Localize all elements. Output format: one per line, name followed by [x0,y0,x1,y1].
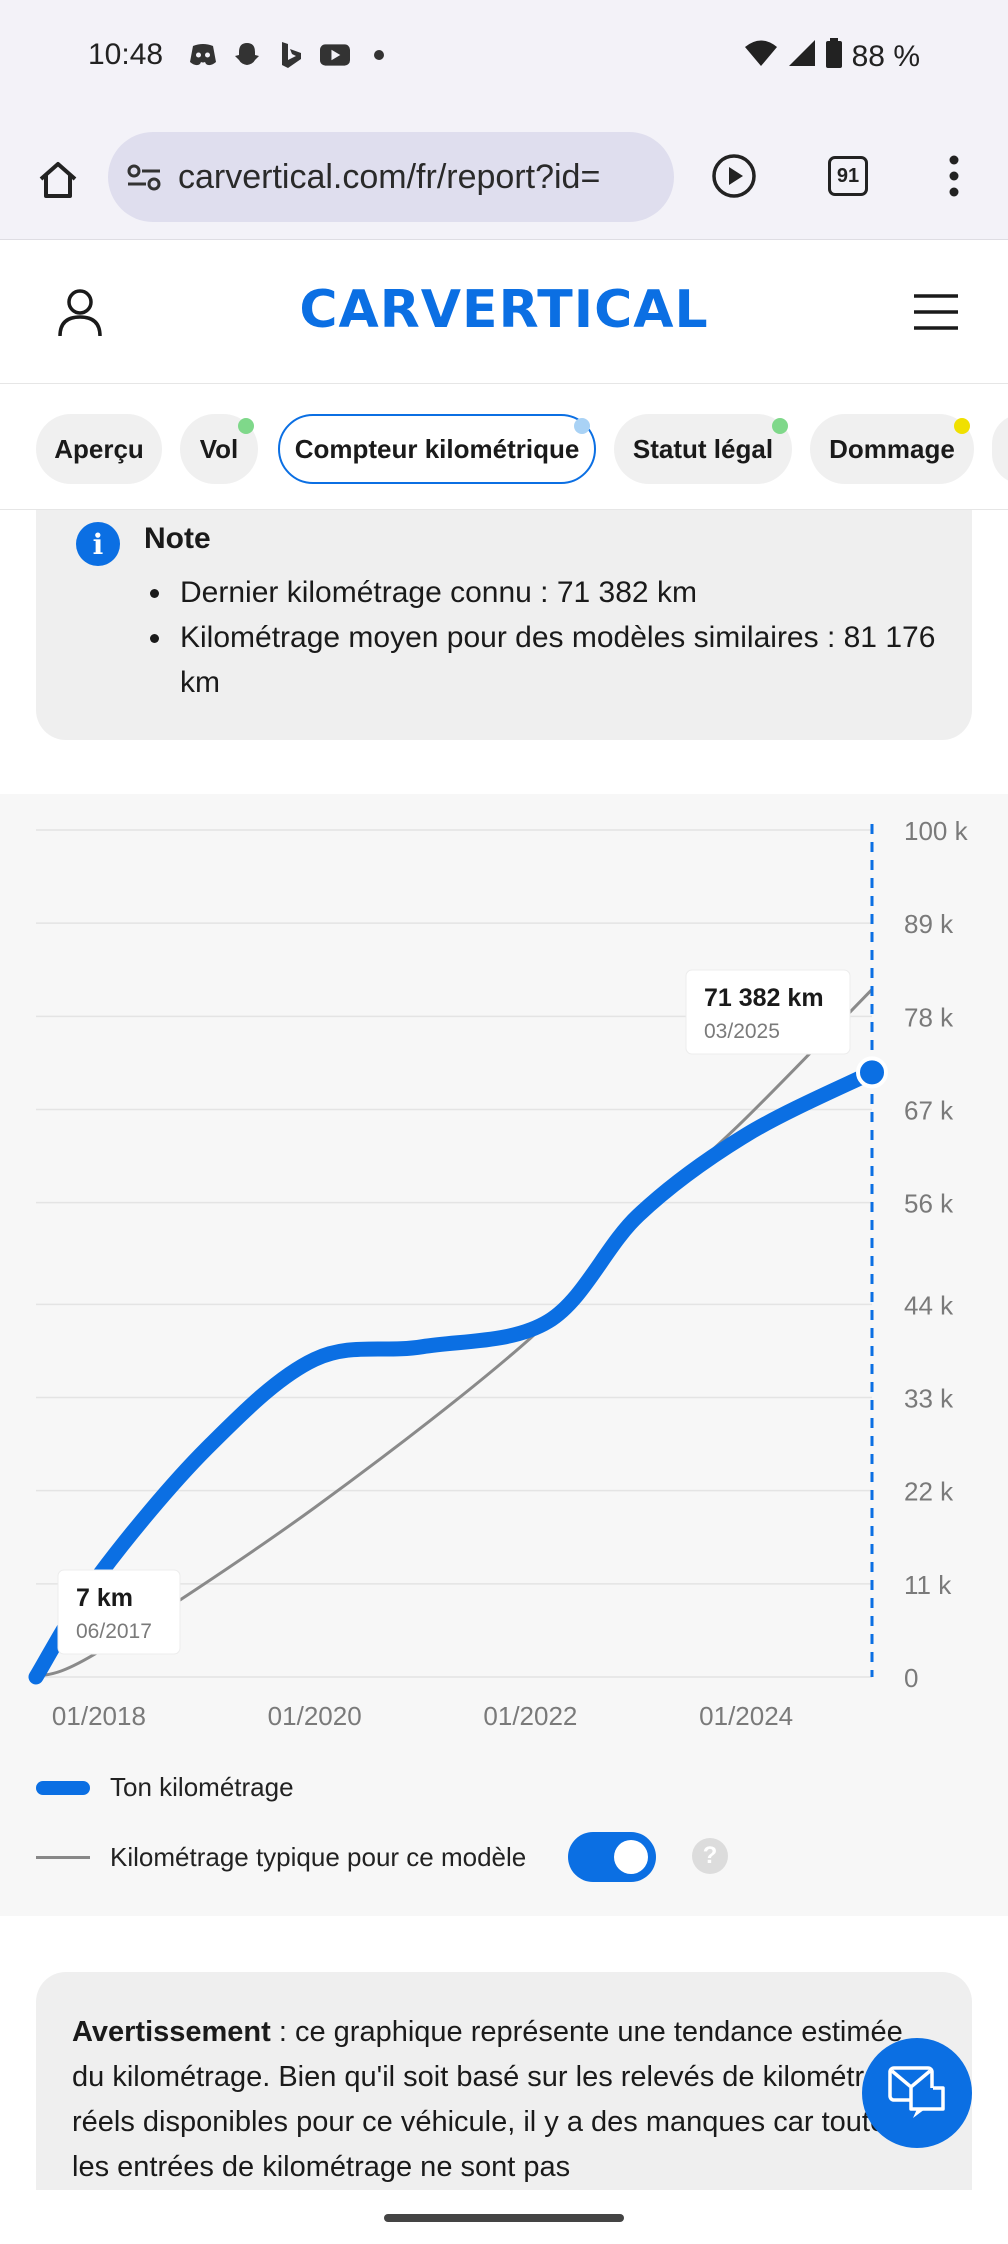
y-tick-label: 78 k [904,1002,954,1032]
y-tick-label: 22 k [904,1477,954,1507]
status-dot [772,418,788,434]
signal-icon [788,39,816,75]
toggle-knob [614,1840,648,1874]
tab-compteur-kilometrique[interactable]: Compteur kilométrique [278,414,596,484]
last-data-point [856,1056,888,1089]
gesture-bar[interactable] [384,2214,624,2222]
browser-toolbar: carvertical.com/fr/report?id= 91 [0,120,1008,240]
home-icon [39,162,77,198]
mileage-chart-section: 100 k 89 k 78 k 67 k 56 k 44 k 33 k 22 k 11 k 0 01… [0,794,1008,1916]
notification-icons [188,40,394,70]
y-tick-label: 100 k [904,816,969,846]
address-bar[interactable]: carvertical.com/fr/report?id= [108,132,674,222]
status-dot [574,418,590,434]
status-right: 88 % [744,38,920,76]
note-list: Dernier kilométrage connu : 71 382 km Ki… [146,570,956,705]
media-play-button[interactable] [704,146,764,206]
play-icon [712,154,756,198]
end-annotation-box [685,969,851,1055]
chat-button[interactable] [862,2038,972,2148]
y-tick-label: 89 k [904,909,954,939]
user-icon [58,289,102,337]
tab-label: Dommage [829,433,955,464]
menu-icon [914,294,958,330]
note-item-average-mileage: Kilométrage moyen pour des modèles simil… [146,615,956,705]
end-annotation-value: 71 382 km [704,984,824,1012]
x-tick-label: 01/2018 [52,1701,146,1731]
y-tick-label: 33 k [904,1383,954,1413]
snapchat-icon [232,40,262,70]
tab-vol[interactable]: Vol [180,414,258,484]
y-tick-label: 11 k [904,1570,952,1600]
legend-label-typical: Kilométrage typique pour ce modèle [110,1842,527,1872]
carvertical-logo[interactable]: CARVERTICAL [299,280,709,340]
legend-own-mileage: Ton kilométrage [36,1772,294,1803]
tab-next[interactable] [992,414,1008,484]
note-title: Note [144,522,211,555]
warning-text: Avertissement : ce graphique représente … [72,2010,942,2190]
browser-menu-button[interactable] [924,146,984,206]
more-vert-icon [949,155,959,197]
tab-apercu[interactable]: Aperçu [36,414,162,484]
dot-icon [364,40,394,70]
home-button[interactable] [28,150,88,210]
legend-label-own: Ton kilométrage [110,1772,294,1802]
end-annotation-date: 03/2025 [704,1020,780,1043]
tab-label: Aperçu [54,433,144,464]
url-text: carvertical.com/fr/report?id= [178,157,601,196]
tab-switcher-button[interactable]: 91 [818,146,878,206]
help-icon[interactable]: ? [692,1838,728,1874]
series-own-mileage-line [28,1064,880,1685]
x-tick-label: 01/2022 [483,1701,577,1731]
typical-mileage-toggle[interactable] [568,1832,656,1882]
account-button[interactable] [52,284,108,340]
tab-dommage[interactable]: Dommage [810,414,974,484]
note-item-last-mileage: Dernier kilométrage connu : 71 382 km [146,570,956,615]
tab-label: Statut légal [632,433,774,464]
info-icon: i [76,522,120,566]
mileage-chart[interactable]: 100 k 89 k 78 k 67 k 56 k 44 k 33 k 22 k 11 k 0 01… [0,794,1008,1734]
warning-body: : ce graphique représente une tendance e… [72,2016,913,2183]
note-box: i Note Dernier kilométrage connu : 71 38… [36,510,972,740]
discord-icon [188,40,218,70]
status-bar: 10:48 88 % [0,0,1008,120]
tab-label: Vol [199,433,239,464]
tab-count: 91 [828,156,868,196]
tab-statut-legal[interactable]: Statut légal [614,414,792,484]
x-tick-label: 01/2020 [268,1701,362,1731]
y-tick-label: 44 k [904,1290,954,1320]
site-settings-icon[interactable] [126,162,162,192]
hamburger-menu-button[interactable] [912,290,960,334]
wifi-icon [744,39,778,75]
legend-typical-mileage: Kilométrage typique pour ce modèle [36,1842,526,1873]
legend-swatch-own [36,1780,90,1795]
warning-label: Avertissement [72,2016,271,2048]
status-dot [954,418,970,434]
report-section-tabs: Aperçu Vol Compteur kilométrique Statut … [0,384,1008,510]
x-tick-label: 01/2024 [699,1701,793,1731]
y-tick-label: 56 k [904,1189,954,1219]
legend-swatch-typical [36,1856,90,1859]
start-annotation-date: 06/2017 [76,1620,152,1643]
y-tick-label: 0 [904,1663,918,1693]
bing-icon [276,40,306,70]
battery-level: 88 % [851,40,920,73]
status-time: 10:48 [88,38,164,71]
chat-icon [888,2066,945,2118]
tab-label: Compteur kilométrique [294,433,580,464]
start-annotation-box [57,1569,181,1655]
battery-icon [825,38,842,76]
youtube-icon [320,40,350,70]
status-dot [238,418,254,434]
site-header: CARVERTICAL [0,240,1008,384]
y-tick-label: 67 k [904,1096,954,1126]
start-annotation-value: 7 km [76,1584,133,1612]
